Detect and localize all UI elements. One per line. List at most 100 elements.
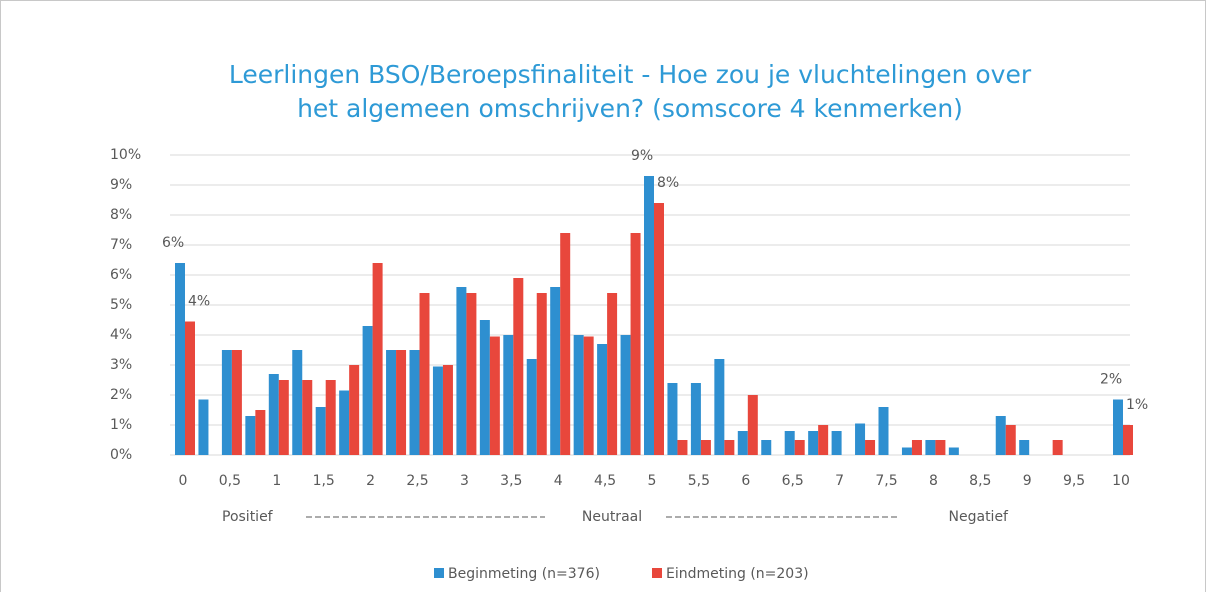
x-tick-label: 7 bbox=[835, 473, 844, 489]
y-tick-label: 3% bbox=[110, 357, 132, 373]
bar bbox=[1005, 425, 1016, 455]
bar bbox=[466, 293, 477, 455]
bar bbox=[349, 365, 360, 455]
x-tick-label: 3 bbox=[460, 473, 469, 489]
bar bbox=[221, 350, 232, 455]
bar bbox=[278, 380, 289, 455]
bar bbox=[901, 447, 912, 455]
bar bbox=[677, 440, 688, 455]
bar bbox=[362, 326, 373, 455]
bar bbox=[456, 287, 467, 455]
bar bbox=[700, 440, 711, 455]
x-tick-label: 5 bbox=[648, 473, 657, 489]
bar bbox=[597, 344, 608, 455]
y-tick-label: 2% bbox=[110, 387, 132, 403]
x-tick-label: 0 bbox=[179, 473, 188, 489]
x-tick-label: 0,5 bbox=[219, 473, 241, 489]
bar bbox=[503, 335, 514, 455]
legend-swatch bbox=[652, 568, 662, 578]
bar bbox=[690, 383, 701, 455]
bar bbox=[185, 321, 195, 455]
bar bbox=[761, 440, 772, 455]
bar bbox=[442, 365, 453, 455]
chart-title: Leerlingen BSO/Beroepsfinaliteit - Hoe z… bbox=[229, 60, 1032, 89]
x-tick-label: 10 bbox=[1112, 473, 1130, 489]
bar bbox=[737, 431, 748, 455]
data-label: 8% bbox=[657, 175, 679, 191]
bar bbox=[794, 440, 805, 455]
bar bbox=[386, 350, 397, 455]
legend-label: Beginmeting (n=376) bbox=[448, 566, 600, 582]
x-tick-label: 1,5 bbox=[313, 473, 335, 489]
bar bbox=[654, 203, 664, 455]
bar bbox=[911, 440, 922, 455]
bar bbox=[714, 359, 725, 455]
bar bbox=[1052, 440, 1063, 455]
x-axis-label: Negatief bbox=[949, 509, 1010, 525]
bar bbox=[620, 335, 631, 455]
bar bbox=[231, 350, 242, 455]
bar bbox=[808, 431, 819, 455]
bar bbox=[1019, 440, 1030, 455]
bar bbox=[747, 395, 758, 455]
x-tick-label: 6,5 bbox=[782, 473, 804, 489]
bar bbox=[175, 263, 185, 455]
y-tick-label: 9% bbox=[110, 177, 132, 193]
x-tick-label: 4,5 bbox=[594, 473, 616, 489]
bar bbox=[948, 447, 959, 455]
x-axis-label: Neutraal bbox=[582, 509, 642, 525]
bar bbox=[339, 390, 350, 455]
bar bbox=[245, 416, 256, 455]
x-tick-label: 2,5 bbox=[406, 473, 428, 489]
bar bbox=[325, 380, 336, 455]
bar bbox=[292, 350, 303, 455]
bar bbox=[630, 233, 641, 455]
x-tick-label: 3,5 bbox=[500, 473, 522, 489]
bar bbox=[644, 176, 654, 455]
bar bbox=[536, 293, 547, 455]
x-tick-label: 2 bbox=[366, 473, 375, 489]
y-tick-label: 0% bbox=[110, 447, 132, 463]
bar bbox=[526, 359, 537, 455]
bar bbox=[479, 320, 490, 455]
chart-title: het algemeen omschrijven? (somscore 4 ke… bbox=[297, 94, 963, 123]
bar bbox=[667, 383, 678, 455]
data-label: 9% bbox=[631, 148, 653, 164]
bar bbox=[573, 335, 584, 455]
bar bbox=[489, 336, 500, 455]
x-tick-label: 4 bbox=[554, 473, 563, 489]
bar bbox=[1113, 399, 1123, 455]
y-tick-label: 4% bbox=[110, 327, 132, 343]
data-label: 1% bbox=[1126, 397, 1148, 413]
x-axis-label: Positief bbox=[222, 509, 274, 525]
bar bbox=[396, 350, 407, 455]
x-tick-label: 1 bbox=[272, 473, 281, 489]
bar bbox=[198, 399, 209, 455]
x-tick-label: 8 bbox=[929, 473, 938, 489]
bar bbox=[268, 374, 279, 455]
x-tick-label: 6 bbox=[741, 473, 750, 489]
bar bbox=[560, 233, 571, 455]
bar bbox=[302, 380, 313, 455]
x-tick-label: 9 bbox=[1023, 473, 1032, 489]
bar bbox=[255, 410, 266, 455]
x-tick-label: 7,5 bbox=[875, 473, 897, 489]
bar bbox=[784, 431, 795, 455]
data-label: 4% bbox=[188, 294, 210, 310]
bar bbox=[513, 278, 524, 455]
y-tick-label: 10% bbox=[110, 147, 141, 163]
bar bbox=[925, 440, 936, 455]
bar bbox=[419, 293, 430, 455]
data-label: 6% bbox=[162, 235, 184, 251]
bar bbox=[935, 440, 946, 455]
bar bbox=[878, 407, 889, 455]
y-tick-label: 8% bbox=[110, 207, 132, 223]
bar bbox=[1123, 425, 1133, 455]
x-tick-label: 5,5 bbox=[688, 473, 710, 489]
bar bbox=[550, 287, 561, 455]
bar bbox=[818, 425, 829, 455]
y-tick-label: 6% bbox=[110, 267, 132, 283]
data-label: 2% bbox=[1100, 372, 1122, 388]
legend-swatch bbox=[434, 568, 444, 578]
